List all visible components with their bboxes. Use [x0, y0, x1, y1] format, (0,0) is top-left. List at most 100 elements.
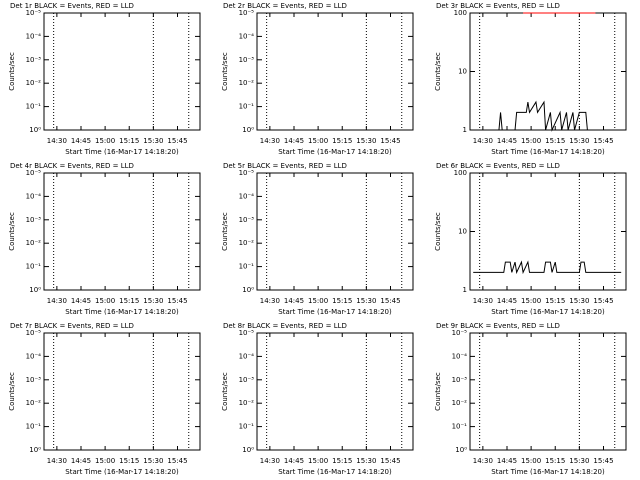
y-tick-label: 10⁻³ [239, 216, 255, 224]
y-tick-label: 10⁰ [242, 286, 254, 294]
x-axis-label: Start Time (16-Mar-17 14:18:20) [491, 308, 605, 316]
y-tick-label: 10⁻⁵ [239, 9, 255, 17]
y-tick-label: 10 [458, 228, 467, 236]
panel-title: Det 3r BLACK = Events, RED = LLD [436, 2, 560, 10]
y-tick-label: 10⁻³ [239, 376, 255, 384]
y-tick-label: 10⁻⁴ [239, 32, 255, 40]
x-tick-label: 15:30 [143, 137, 163, 145]
x-axis-label: Start Time (16-Mar-17 14:18:20) [65, 468, 179, 476]
y-tick-label: 10⁻³ [239, 56, 255, 64]
y-axis-label: Counts/sec [434, 52, 442, 91]
panel-title: Det 2r BLACK = Events, RED = LLD [223, 2, 347, 10]
panel-title: Det 8r BLACK = Events, RED = LLD [223, 322, 347, 330]
y-tick-label: 10⁻⁴ [239, 192, 255, 200]
plot-frame [43, 12, 201, 131]
y-axis-label: Counts/sec [221, 52, 229, 91]
x-tick-label: 15:30 [356, 137, 376, 145]
y-tick-label: 10 [458, 68, 467, 76]
x-tick-label: 15:15 [119, 137, 139, 145]
x-axis-label: Start Time (16-Mar-17 14:18:20) [278, 468, 392, 476]
x-tick-label: 14:45 [71, 137, 91, 145]
y-tick-label: 10⁻⁵ [452, 329, 468, 337]
x-tick-label: 15:30 [143, 457, 163, 465]
y-tick-label: 10⁻³ [26, 56, 42, 64]
y-axis-label: Counts/sec [8, 52, 16, 91]
x-tick-label: 15:00 [308, 457, 328, 465]
x-tick-label: 14:45 [284, 137, 304, 145]
x-tick-label: 15:00 [95, 457, 115, 465]
plot-frame [256, 332, 414, 451]
x-tick-label: 15:45 [593, 297, 613, 305]
y-tick-label: 10⁰ [29, 286, 41, 294]
y-tick-label: 10⁰ [455, 446, 467, 454]
y-tick-label: 100 [454, 9, 467, 17]
x-axis-label: Start Time (16-Mar-17 14:18:20) [278, 148, 392, 156]
y-axis-label: Counts/sec [221, 212, 229, 251]
y-tick-label: 10⁻⁴ [452, 352, 468, 360]
x-tick-label: 15:45 [380, 457, 400, 465]
x-tick-label: 15:00 [521, 457, 541, 465]
y-axis-label: Counts/sec [434, 212, 442, 251]
x-tick-label: 14:30 [473, 297, 493, 305]
y-tick-label: 10⁻² [26, 239, 42, 247]
y-tick-label: 1 [463, 286, 467, 294]
x-tick-label: 15:15 [332, 297, 352, 305]
x-tick-label: 15:15 [119, 457, 139, 465]
y-tick-label: 10⁻¹ [26, 263, 42, 271]
y-tick-label: 1 [463, 126, 467, 134]
x-tick-label: 15:30 [569, 137, 589, 145]
x-tick-label: 14:30 [47, 137, 67, 145]
y-tick-label: 10⁻² [452, 399, 468, 407]
x-axis-label: Start Time (16-Mar-17 14:18:20) [65, 148, 179, 156]
x-tick-label: 15:45 [167, 457, 187, 465]
x-tick-label: 15:00 [95, 297, 115, 305]
plot-frame [256, 172, 414, 291]
y-tick-label: 10⁻⁴ [239, 352, 255, 360]
y-tick-label: 10⁻³ [452, 376, 468, 384]
y-tick-label: 10⁻¹ [239, 103, 255, 111]
y-axis-label: Counts/sec [8, 372, 16, 411]
x-tick-label: 15:00 [308, 297, 328, 305]
x-tick-label: 14:30 [260, 457, 280, 465]
x-tick-label: 14:30 [47, 297, 67, 305]
y-tick-label: 10⁰ [29, 446, 41, 454]
y-axis-label: Counts/sec [8, 212, 16, 251]
y-tick-label: 10⁻² [26, 79, 42, 87]
x-axis-label: Start Time (16-Mar-17 14:18:20) [65, 308, 179, 316]
y-tick-label: 10⁻¹ [239, 263, 255, 271]
y-tick-label: 10⁻² [239, 239, 255, 247]
x-tick-label: 15:00 [521, 137, 541, 145]
y-tick-label: 10⁻¹ [239, 423, 255, 431]
x-tick-label: 15:00 [521, 297, 541, 305]
y-tick-label: 10⁻¹ [26, 103, 42, 111]
y-tick-label: 10⁻⁵ [26, 9, 42, 17]
panel-title: Det 1r BLACK = Events, RED = LLD [10, 2, 134, 10]
plot-frame [469, 332, 627, 451]
x-tick-label: 15:15 [119, 297, 139, 305]
x-axis-label: Start Time (16-Mar-17 14:18:20) [491, 148, 605, 156]
y-tick-label: 10⁻⁴ [26, 192, 42, 200]
y-tick-label: 10⁻¹ [26, 423, 42, 431]
x-axis-label: Start Time (16-Mar-17 14:18:20) [491, 468, 605, 476]
x-tick-label: 15:45 [380, 297, 400, 305]
plot-frame [256, 12, 414, 131]
series-line [476, 100, 625, 132]
x-tick-label: 15:15 [545, 457, 565, 465]
x-tick-label: 15:00 [95, 137, 115, 145]
x-tick-label: 15:15 [332, 457, 352, 465]
x-tick-label: 15:30 [356, 457, 376, 465]
panel-title: Det 6r BLACK = Events, RED = LLD [436, 162, 560, 170]
x-tick-label: 14:45 [497, 297, 517, 305]
x-axis-label: Start Time (16-Mar-17 14:18:20) [278, 308, 392, 316]
y-tick-label: 10⁻⁵ [239, 169, 255, 177]
y-tick-label: 100 [454, 169, 467, 177]
x-tick-label: 14:30 [473, 457, 493, 465]
x-tick-label: 14:45 [284, 297, 304, 305]
series-line [473, 260, 622, 275]
x-tick-label: 15:45 [593, 457, 613, 465]
y-tick-label: 10⁻³ [26, 376, 42, 384]
y-tick-label: 10⁰ [29, 126, 41, 134]
y-tick-label: 10⁻⁵ [26, 329, 42, 337]
x-tick-label: 14:30 [473, 137, 493, 145]
